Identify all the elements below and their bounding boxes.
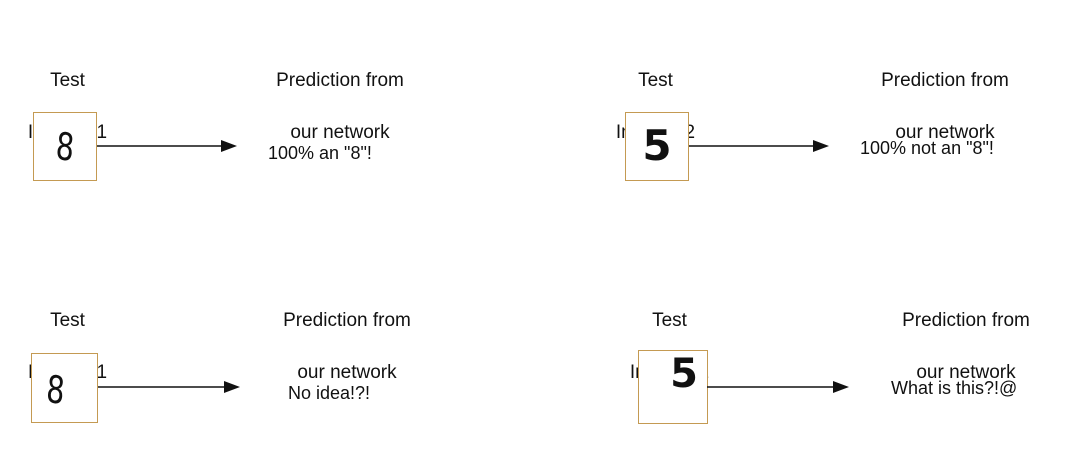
handwritten-digit: 8 — [44, 366, 67, 414]
prediction-header: Prediction from our network — [262, 282, 432, 412]
prediction-text: No idea!?! — [288, 383, 371, 403]
arrow-icon — [707, 381, 849, 393]
arrow-icon — [98, 381, 240, 393]
test-label-line-1: Test — [638, 70, 673, 91]
prediction-header-line-1: Prediction from — [902, 310, 1030, 331]
prediction-text: 100% an "8"! — [268, 143, 372, 163]
prediction-header: Prediction from our network — [881, 282, 1051, 412]
prediction-text: 100% not an "8"! — [860, 138, 994, 158]
prediction-header-line-2: our network — [916, 362, 1016, 383]
arrow-icon — [689, 140, 829, 152]
prediction-header-line-2: our network — [290, 122, 390, 143]
prediction-header-line-1: Prediction from — [881, 70, 1009, 91]
test-label-line-1: Test — [652, 310, 687, 331]
prediction-header-line-1: Prediction from — [276, 70, 404, 91]
handwritten-digit: 5 — [670, 351, 698, 397]
prediction-header: Prediction from our network — [255, 42, 425, 172]
prediction-header-line-2: our network — [895, 122, 995, 143]
prediction-header-line-2: our network — [297, 362, 397, 383]
prediction-header-line-1: Prediction from — [283, 310, 411, 331]
test-image-box: 8 — [31, 353, 98, 423]
test-label-line-1: Test — [50, 70, 85, 91]
prediction-header: Prediction from our network — [860, 42, 1030, 172]
prediction-text: What is this?!@ — [891, 378, 1018, 398]
handwritten-digit: 8 — [54, 123, 76, 171]
arrow-icon — [97, 140, 237, 152]
test-image-box: 5 — [638, 350, 708, 424]
test-image-box: 8 — [33, 112, 97, 181]
test-label-line-1: Test — [50, 310, 85, 331]
handwritten-digit: 5 — [642, 121, 672, 170]
test-image-box: 5 — [625, 112, 689, 181]
